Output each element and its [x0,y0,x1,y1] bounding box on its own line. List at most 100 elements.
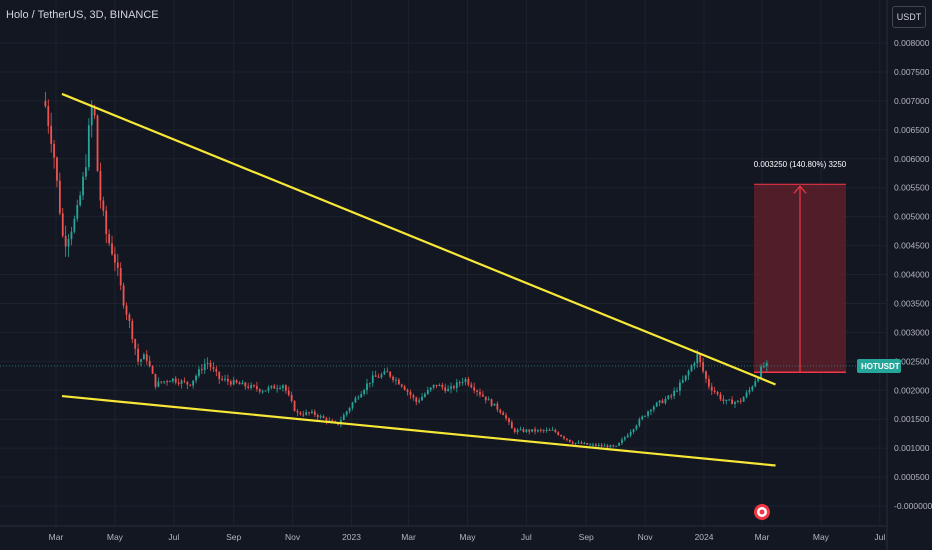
time-tick-label: 2024 [695,532,714,542]
candle-body [734,401,736,405]
candle-body [363,390,365,394]
candle-body [82,176,84,196]
time-tick-label: Sep [579,532,594,542]
candle-body [458,382,461,384]
candle-body [142,354,145,360]
candle-body [600,445,603,447]
candle-body [61,213,64,236]
candle-body [44,100,47,107]
candle-body [163,381,166,383]
candle-body [282,385,284,388]
candle-body [679,382,681,391]
candle-body [722,399,725,401]
candle-body [589,444,591,446]
candle-body [519,429,522,431]
candle-body [90,106,93,126]
candle-body [635,425,638,430]
candle-body [760,366,762,378]
candle-body [525,429,528,432]
candle-body [748,390,751,393]
candle-body [270,385,273,388]
candle-body [308,412,310,414]
price-tick-label: 0.003500 [894,298,930,308]
candle-body [432,384,435,388]
time-tick-label: Mar [401,532,416,542]
grid [0,0,886,526]
candle-body [145,354,148,361]
candle-body [586,442,589,445]
candle-body [522,429,525,432]
candle-body [122,285,125,306]
candle-body [232,380,235,385]
candle-body [360,393,363,398]
candle-body [542,430,545,432]
candle-body [710,386,713,391]
candle-body [64,235,67,247]
candle-body [174,378,177,383]
candle-body [441,384,444,388]
time-tick-label: May [813,532,830,542]
candle-body [424,394,426,397]
candle-body [284,385,287,391]
candle-body [751,386,754,391]
candle-body [322,416,325,419]
candle-body [302,414,305,416]
candle-body [626,435,629,438]
tradingview-logo [754,504,770,520]
candle-body [484,396,487,401]
time-tick-label: 2023 [342,532,361,542]
symbol-title: Holo / TetherUS, 3D, BINANCE [6,9,159,21]
price-badge-label: HOTUSDT [861,362,900,371]
candle-body [128,314,131,322]
candle-body [421,396,423,401]
candle-body [667,395,670,399]
price-tick-label: 0.008000 [894,38,930,48]
candle-body [247,386,250,388]
candle-body [53,143,55,158]
candle-body [73,218,76,232]
candle-body [670,395,673,397]
price-tick-label: 0.007000 [894,96,930,106]
candle-body [681,380,684,383]
candle-body [397,379,400,385]
candle-body [189,384,192,386]
candle-body [374,375,377,377]
candle-body [499,409,502,413]
candle-body [342,414,345,421]
candle-body [450,386,452,389]
candle-body [426,389,429,395]
candle-body [412,395,415,398]
candle-body [386,371,389,373]
candle-body [757,377,760,382]
trendlines [61,92,776,467]
candle-body [305,412,308,415]
candle-body [655,402,658,407]
candle-body [258,389,261,392]
candle-body [345,411,348,415]
candle-body [716,392,719,395]
price-tick-label: -0.000000 [894,501,932,511]
candle-body [652,406,655,410]
currency-selector[interactable]: USDT [892,6,926,28]
candle-body [255,386,258,390]
candle-body [731,399,733,405]
price-range-measure: 0.003250 (140.80%) 3250 [0,160,886,374]
candle-body [148,360,151,367]
candle-body [687,371,690,376]
candle-body [241,382,244,385]
candle-body [348,407,351,412]
candle-body [531,429,534,432]
candle-body [409,391,412,396]
candle-body [171,378,174,382]
candle-body [418,400,421,402]
candle-body [154,373,157,387]
candle-body [745,392,748,398]
candle-body [151,366,154,374]
time-tick-label: Jul [874,532,885,542]
candle-body [400,384,403,387]
candle-body [658,400,661,403]
candle-body [209,362,212,368]
candle-body [583,442,586,444]
time-tick-label: Jul [521,532,532,542]
